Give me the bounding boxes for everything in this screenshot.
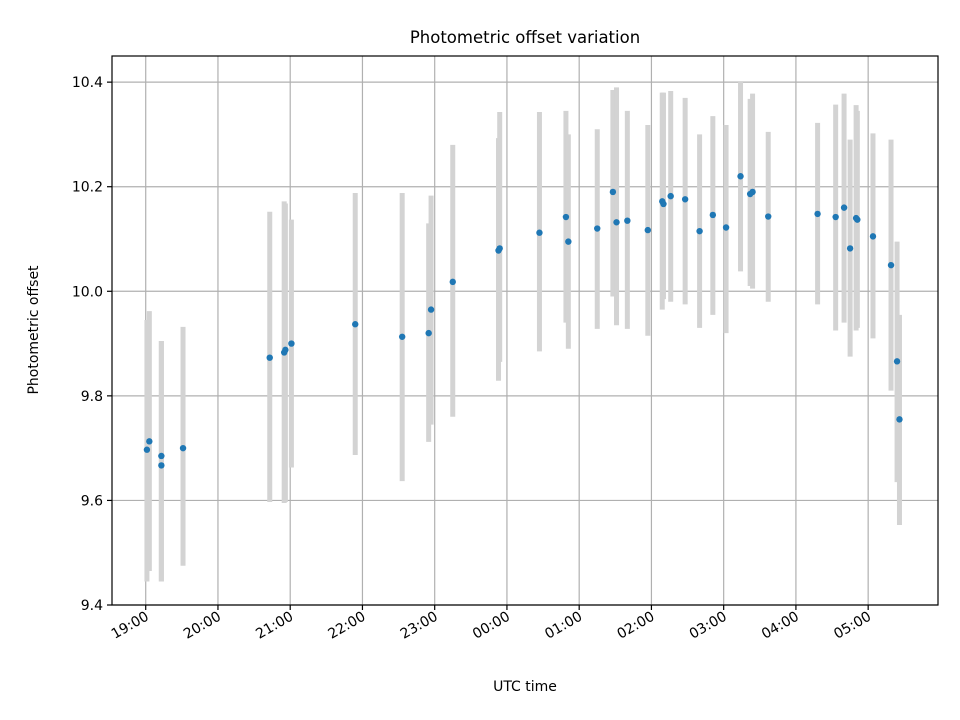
data-point	[896, 416, 903, 423]
data-point	[696, 227, 703, 235]
data-point	[624, 217, 631, 224]
y-tick-label: 9.6	[81, 493, 103, 509]
data-point	[266, 354, 273, 361]
data-point	[722, 224, 730, 231]
data-point	[613, 219, 620, 226]
chart-title: Photometric offset variation	[410, 28, 640, 47]
data-point	[854, 216, 861, 223]
data-point	[398, 333, 406, 340]
data-point	[449, 278, 456, 286]
data-point	[352, 321, 359, 328]
data-point	[887, 261, 895, 269]
data-point	[594, 225, 601, 232]
data-point	[667, 192, 674, 200]
data-point	[846, 245, 854, 252]
data-point	[749, 188, 756, 196]
data-point	[143, 446, 151, 453]
plot-frame	[111, 55, 939, 606]
data-point	[660, 200, 667, 208]
data-point	[609, 188, 617, 196]
data-point	[425, 329, 432, 337]
data-point	[840, 204, 848, 211]
y-tick-label: 9.8	[81, 389, 103, 405]
y-axis: 9.4 9.6 9.8 10.0 10.2 10.4	[72, 75, 112, 614]
data-point	[179, 444, 187, 452]
y-axis-label: Photometric offset	[26, 265, 42, 395]
y-tick-label: 10.4	[72, 75, 103, 91]
data-point	[644, 226, 652, 234]
data-point	[496, 245, 503, 252]
data-point	[158, 452, 165, 460]
data-point	[765, 213, 772, 220]
data-point	[282, 346, 289, 354]
data-point	[709, 211, 717, 219]
data-point	[869, 233, 877, 240]
y-tick-label: 10.0	[72, 284, 103, 300]
data-point	[146, 438, 153, 445]
data-point	[562, 213, 570, 221]
y-tick-label: 10.2	[72, 180, 103, 196]
data-point	[893, 358, 901, 365]
data-point	[536, 229, 543, 236]
data-point	[288, 340, 295, 347]
data-point	[427, 306, 435, 313]
data-point	[681, 196, 689, 203]
data-point	[737, 173, 744, 180]
data-point	[832, 213, 839, 221]
data-point	[565, 238, 572, 245]
y-tick-label: 9.4	[81, 598, 103, 614]
data-point	[158, 462, 165, 469]
data-points	[143, 173, 903, 469]
x-axis-label: UTC time	[493, 679, 557, 695]
data-point	[814, 210, 821, 218]
